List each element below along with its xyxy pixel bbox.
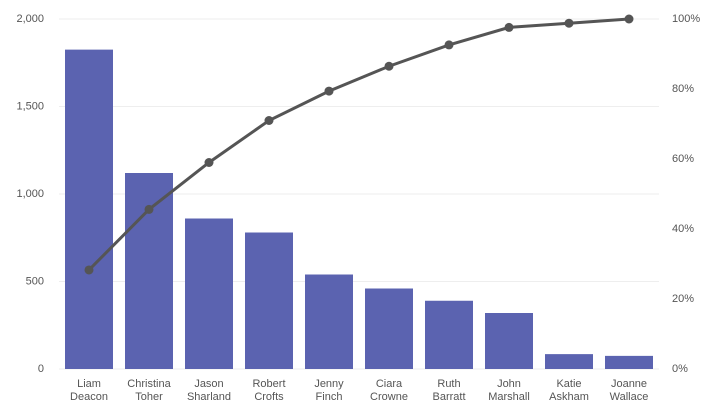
bar bbox=[425, 300, 473, 369]
line-marker bbox=[444, 40, 454, 50]
y2-tick-label: 100% bbox=[672, 13, 700, 25]
x-tick-label: Jenny Finch bbox=[314, 378, 344, 403]
bar bbox=[65, 49, 113, 369]
bar bbox=[245, 232, 293, 369]
line-marker bbox=[384, 61, 394, 71]
y-tick-label: 1,000 bbox=[16, 188, 44, 200]
x-tick-label: Liam Deacon bbox=[70, 378, 108, 403]
line-marker bbox=[264, 116, 274, 125]
x-tick-label: Ciara Crowne bbox=[370, 378, 408, 403]
x-tick-label: John Marshall bbox=[488, 378, 530, 403]
line-marker bbox=[504, 22, 514, 32]
x-tick-label: Ruth Barratt bbox=[432, 378, 466, 403]
bar bbox=[545, 354, 593, 369]
line-marker bbox=[564, 18, 574, 28]
y2-tick-label: 0% bbox=[672, 363, 688, 375]
y2-tick-label: 20% bbox=[672, 293, 694, 305]
line-marker bbox=[144, 204, 154, 214]
x-tick-label: Jason Sharland bbox=[186, 378, 232, 403]
y2-tick-label: 80% bbox=[672, 83, 694, 95]
line-marker bbox=[624, 14, 634, 24]
line-marker bbox=[204, 158, 214, 167]
y-tick-label: 2,000 bbox=[16, 13, 44, 25]
bar bbox=[185, 218, 233, 369]
bar bbox=[305, 274, 353, 369]
y-tick-label: 0 bbox=[38, 363, 44, 375]
y-tick-label: 1,500 bbox=[16, 100, 44, 112]
x-tick-label: Robert Crofts bbox=[252, 378, 286, 403]
bar bbox=[365, 288, 413, 369]
bar bbox=[605, 355, 653, 369]
bar bbox=[125, 173, 173, 369]
line-marker bbox=[84, 265, 94, 275]
x-tick-label: Christina Toher bbox=[127, 378, 171, 403]
bar bbox=[485, 313, 533, 369]
y-tick-label: 500 bbox=[26, 275, 44, 287]
x-tick-label: Joanne Wallace bbox=[609, 378, 649, 403]
cumulative-line bbox=[87, 17, 630, 272]
line-marker bbox=[324, 86, 334, 96]
y2-tick-label: 60% bbox=[672, 153, 694, 165]
x-tick-label: Katie Askham bbox=[549, 378, 589, 403]
y2-tick-label: 40% bbox=[672, 223, 694, 235]
